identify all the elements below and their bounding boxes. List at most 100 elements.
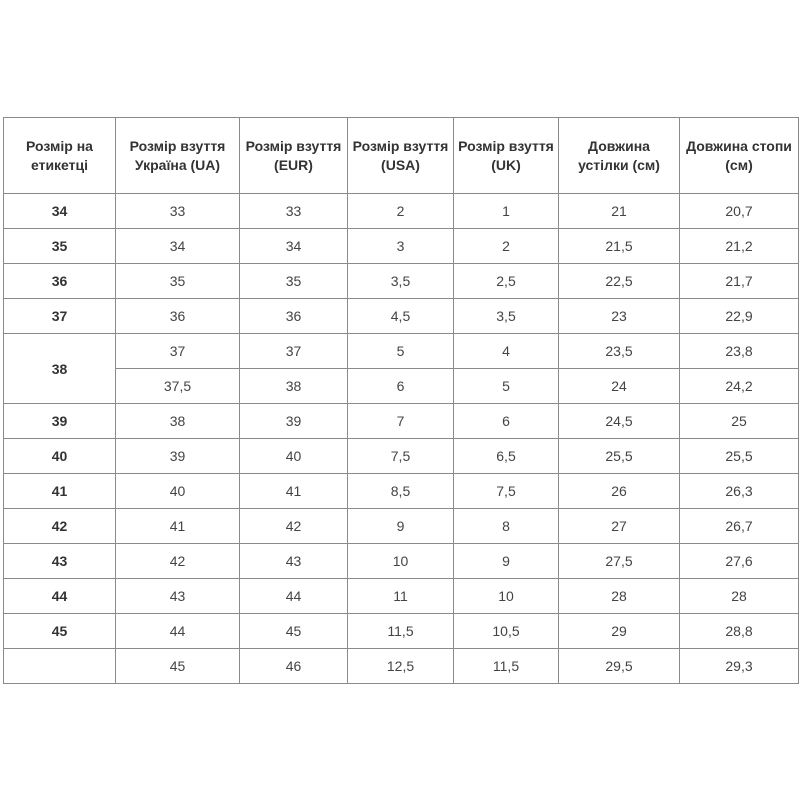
cell-ua-size: 44 bbox=[115, 613, 240, 649]
cell-ua-size: 33 bbox=[115, 193, 240, 229]
header-uk-size: Розмір взуття (UK) bbox=[453, 117, 559, 194]
cell-eur-size: 39 bbox=[239, 403, 348, 439]
cell-eur-size: 43 bbox=[239, 543, 348, 579]
header-label-size: Розмір на етикетці bbox=[3, 117, 116, 194]
header-insole-length: Довжина устілки (см) bbox=[558, 117, 680, 194]
cell-foot-length: 20,7 bbox=[679, 193, 799, 229]
cell-ua-size: 45 bbox=[115, 648, 240, 684]
cell-eur-size: 35 bbox=[239, 263, 348, 299]
header-row: Розмір на етикетці Розмір взуття Україна… bbox=[3, 117, 799, 194]
table-row: 37,5 38 6 5 24 24,2 bbox=[4, 368, 799, 404]
cell-label-size: 37 bbox=[3, 298, 116, 334]
cell-uk-size: 10 bbox=[453, 578, 559, 614]
cell-uk-size: 1 bbox=[453, 193, 559, 229]
cell-foot-length: 21,2 bbox=[679, 228, 799, 264]
cell-uk-size: 2 bbox=[453, 228, 559, 264]
cell-label-size: 45 bbox=[3, 613, 116, 649]
cell-foot-length: 26,7 bbox=[679, 508, 799, 544]
cell-label-size: 39 bbox=[3, 403, 116, 439]
cell-label-size: 42 bbox=[3, 508, 116, 544]
cell-eur-size: 44 bbox=[239, 578, 348, 614]
cell-label-size: 40 bbox=[3, 438, 116, 474]
cell-uk-size: 6 bbox=[453, 403, 559, 439]
cell-insole-length: 23,5 bbox=[558, 333, 680, 369]
table-row: 43 42 43 10 9 27,5 27,6 bbox=[3, 543, 799, 579]
cell-foot-length: 27,6 bbox=[679, 543, 799, 579]
cell-uk-size: 7,5 bbox=[453, 473, 559, 509]
cell-uk-size: 10,5 bbox=[453, 613, 559, 649]
cell-eur-size: 41 bbox=[239, 473, 348, 509]
cell-label-size: 43 bbox=[3, 543, 116, 579]
cell-eur-size: 46 bbox=[239, 648, 348, 684]
table-row: 36 35 35 3,5 2,5 22,5 21,7 bbox=[3, 263, 799, 299]
cell-usa-size: 7,5 bbox=[347, 438, 454, 474]
cell-foot-length: 25 bbox=[679, 403, 799, 439]
cell-label-size: 38 bbox=[3, 333, 116, 404]
cell-insole-length: 21,5 bbox=[558, 228, 680, 264]
cell-foot-length: 26,3 bbox=[679, 473, 799, 509]
cell-insole-length: 28 bbox=[558, 578, 680, 614]
cell-foot-length: 29,3 bbox=[679, 648, 799, 684]
header-usa-size: Розмір взуття (USA) bbox=[347, 117, 454, 194]
cell-insole-length: 27,5 bbox=[558, 543, 680, 579]
table-row: 39 38 39 7 6 24,5 25 bbox=[3, 403, 799, 439]
table-row: 44 43 44 11 10 28 28 bbox=[3, 578, 799, 614]
cell-ua-size: 41 bbox=[115, 508, 240, 544]
cell-foot-length: 24,2 bbox=[679, 368, 799, 404]
table-row: 45 44 45 11,5 10,5 29 28,8 bbox=[3, 613, 799, 649]
table-row: 40 39 40 7,5 6,5 25,5 25,5 bbox=[3, 438, 799, 474]
header-foot-length: Довжина стопи (см) bbox=[679, 117, 799, 194]
cell-insole-length: 22,5 bbox=[558, 263, 680, 299]
cell-usa-size: 2 bbox=[347, 193, 454, 229]
cell-eur-size: 42 bbox=[239, 508, 348, 544]
cell-uk-size: 3,5 bbox=[453, 298, 559, 334]
cell-uk-size: 11,5 bbox=[453, 648, 559, 684]
cell-foot-length: 21,7 bbox=[679, 263, 799, 299]
cell-usa-size: 3 bbox=[347, 228, 454, 264]
table-row: 34 33 33 2 1 21 20,7 bbox=[3, 193, 799, 229]
cell-ua-size: 36 bbox=[115, 298, 240, 334]
cell-label-size: 34 bbox=[3, 193, 116, 229]
table-row: 42 41 42 9 8 27 26,7 bbox=[3, 508, 799, 544]
cell-uk-size: 6,5 bbox=[453, 438, 559, 474]
cell-insole-length: 21 bbox=[558, 193, 680, 229]
cell-label-size: 36 bbox=[3, 263, 116, 299]
table-row: 45 46 12,5 11,5 29,5 29,3 bbox=[3, 648, 799, 684]
cell-eur-size: 40 bbox=[239, 438, 348, 474]
cell-label-size: 35 bbox=[3, 228, 116, 264]
cell-foot-length: 28 bbox=[679, 578, 799, 614]
cell-usa-size: 4,5 bbox=[347, 298, 454, 334]
cell-ua-size: 37,5 bbox=[115, 368, 240, 404]
cell-eur-size: 36 bbox=[239, 298, 348, 334]
cell-uk-size: 2,5 bbox=[453, 263, 559, 299]
cell-usa-size: 6 bbox=[347, 368, 454, 404]
cell-insole-length: 29 bbox=[558, 613, 680, 649]
cell-ua-size: 35 bbox=[115, 263, 240, 299]
cell-insole-length: 25,5 bbox=[558, 438, 680, 474]
cell-ua-size: 43 bbox=[115, 578, 240, 614]
cell-ua-size: 37 bbox=[115, 333, 240, 369]
cell-insole-length: 29,5 bbox=[558, 648, 680, 684]
cell-eur-size: 45 bbox=[239, 613, 348, 649]
cell-label-size: 44 bbox=[3, 578, 116, 614]
cell-insole-length: 24,5 bbox=[558, 403, 680, 439]
header-ua-size: Розмір взуття Україна (UA) bbox=[115, 117, 240, 194]
table-row: 38 37 37 5 4 23,5 23,8 bbox=[3, 333, 799, 404]
size-chart-table: Розмір на етикетці Розмір взуття Україна… bbox=[3, 117, 799, 684]
cell-ua-size: 38 bbox=[115, 403, 240, 439]
cell-eur-size: 33 bbox=[239, 193, 348, 229]
cell-usa-size: 5 bbox=[347, 333, 454, 369]
cell-usa-size: 10 bbox=[347, 543, 454, 579]
table-body: 34 33 33 2 1 21 20,7 35 34 34 3 2 21,5 21,2 36 35 35 3,5 2… bbox=[3, 193, 799, 684]
cell-usa-size: 11 bbox=[347, 578, 454, 614]
cell-uk-size: 4 bbox=[453, 333, 559, 369]
table-row: 41 40 41 8,5 7,5 26 26,3 bbox=[3, 473, 799, 509]
cell-ua-size: 40 bbox=[115, 473, 240, 509]
cell-ua-size: 39 bbox=[115, 438, 240, 474]
cell-ua-size: 42 bbox=[115, 543, 240, 579]
cell-eur-size: 37 bbox=[239, 333, 348, 369]
cell-insole-length: 23 bbox=[558, 298, 680, 334]
cell-uk-size: 8 bbox=[453, 508, 559, 544]
cell-insole-length: 26 bbox=[558, 473, 680, 509]
cell-usa-size: 12,5 bbox=[347, 648, 454, 684]
